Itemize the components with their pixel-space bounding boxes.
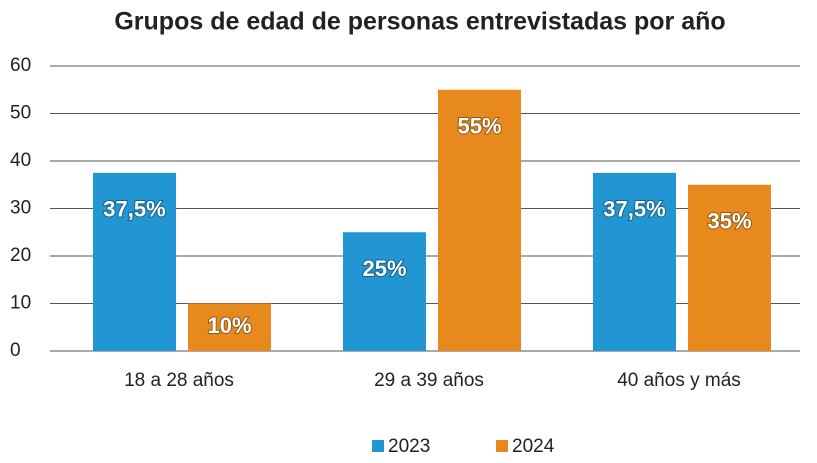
x-tick-label: 18 a 28 años — [124, 370, 234, 391]
value-label: 35% — [707, 209, 751, 234]
x-tick-label: 29 a 39 años — [374, 370, 484, 391]
y-tick-label: 50 — [10, 103, 31, 124]
value-label: 37,5% — [603, 197, 665, 222]
legend-label: 2023 — [388, 436, 430, 457]
y-tick-label: 10 — [10, 293, 31, 314]
y-tick-label: 0 — [10, 340, 21, 361]
value-label: 37,5% — [103, 197, 165, 222]
legend-swatch — [372, 440, 384, 452]
bar — [688, 184, 771, 351]
value-label: 25% — [362, 256, 406, 281]
value-label: 55% — [457, 114, 501, 139]
chart-title: Grupos de edad de personas entrevistadas… — [114, 8, 725, 36]
bar — [93, 172, 176, 351]
bar — [188, 303, 271, 351]
y-tick-label: 60 — [10, 55, 31, 76]
legend-label: 2024 — [512, 436, 555, 457]
bar — [343, 232, 426, 351]
x-tick-label: 40 años y más — [617, 370, 741, 391]
bar — [438, 89, 521, 351]
y-tick-label: 30 — [10, 198, 31, 219]
y-tick-label: 20 — [10, 245, 31, 266]
y-tick-label: 40 — [10, 150, 31, 171]
bar — [593, 172, 676, 351]
legend-swatch — [496, 440, 508, 452]
value-label: 10% — [207, 313, 251, 338]
